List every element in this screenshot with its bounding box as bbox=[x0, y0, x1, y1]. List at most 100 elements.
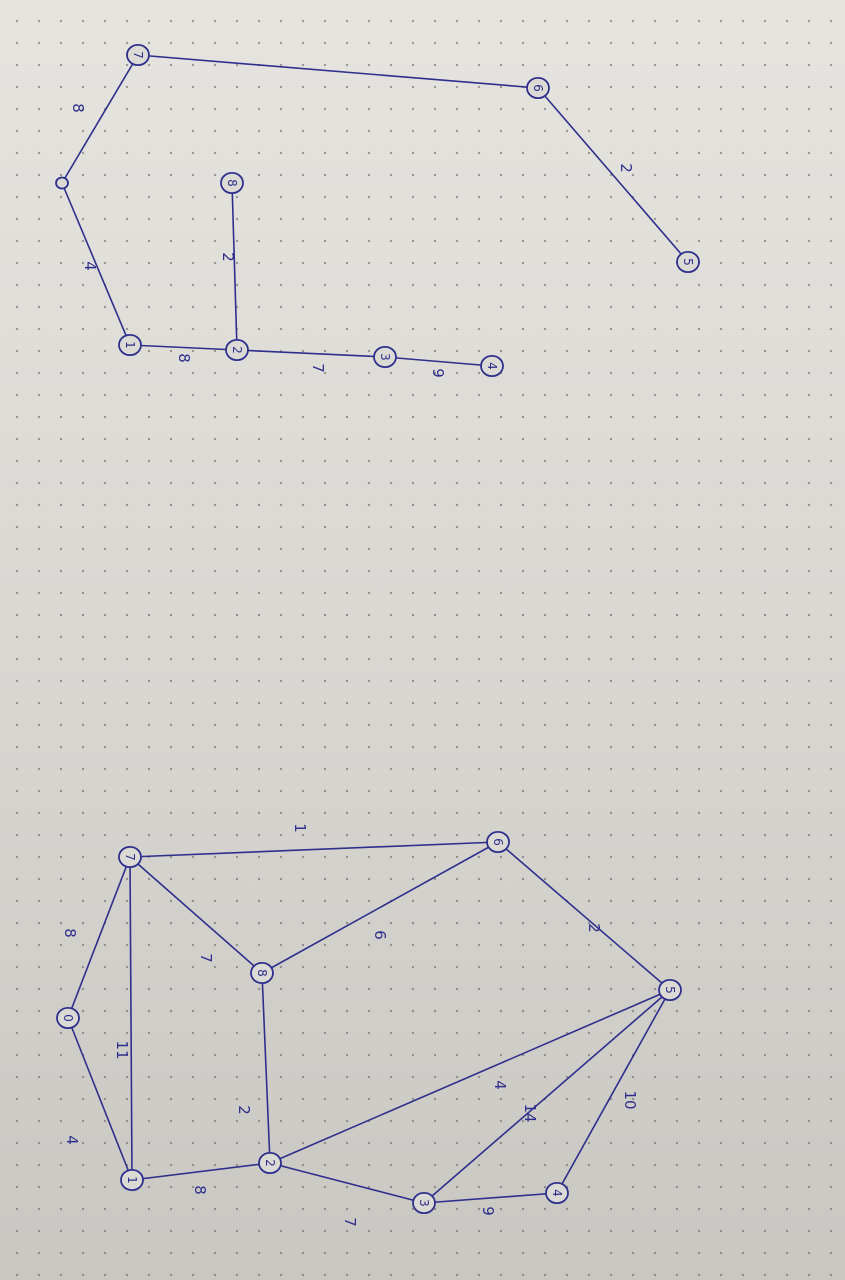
graph-edge-4-5 bbox=[556, 989, 671, 1194]
mst-edge-7-6 bbox=[137, 54, 539, 89]
graph-edge-weight-6-5: 2 bbox=[585, 923, 603, 933]
mst-node-ring-1 bbox=[118, 333, 142, 357]
graph-edge-1-2 bbox=[131, 1162, 271, 1181]
mst-node-3: 3 bbox=[373, 345, 397, 369]
mst-edge-weight-6-5: 2 bbox=[617, 163, 635, 173]
mst-edge-3-4 bbox=[384, 356, 493, 367]
graph-node-ring-4 bbox=[545, 1181, 569, 1205]
graph-edge-weight-8-6: 6 bbox=[371, 930, 389, 940]
graph-node-2: 2 bbox=[258, 1151, 282, 1175]
graph-node-3: 3 bbox=[412, 1191, 436, 1215]
mst-node-5: 5 bbox=[676, 250, 700, 274]
mst-node-label-2: 2 bbox=[230, 346, 244, 354]
mst-edge-6-5 bbox=[537, 87, 689, 263]
graph-edge-3-4 bbox=[423, 1192, 558, 1204]
graph-node-ring-2 bbox=[258, 1151, 282, 1175]
graph-node-6: 6 bbox=[486, 830, 510, 854]
graph-edge-0-7 bbox=[67, 856, 131, 1019]
graph-node-ring-8 bbox=[250, 961, 274, 985]
mst-edge-weight-1-2: 8 bbox=[175, 353, 193, 363]
mst-edge-2-8 bbox=[231, 182, 238, 351]
graph-node-label-3: 3 bbox=[417, 1199, 431, 1207]
graph-node-8: 8 bbox=[250, 961, 274, 985]
graph-edge-weight-3-5: 14 bbox=[521, 1103, 539, 1122]
graph-edge-weight-3-4: 9 bbox=[479, 1206, 497, 1216]
graph-edge-2-5 bbox=[269, 989, 671, 1164]
graph-node-7: 7 bbox=[118, 845, 142, 869]
mst-node-ring-8 bbox=[220, 171, 244, 195]
graph-edge-1-0 bbox=[67, 1017, 133, 1181]
mst-node-ring-7 bbox=[126, 43, 150, 67]
mst-edge-weight-2-8: 2 bbox=[219, 252, 237, 262]
graph-edge-2-3 bbox=[269, 1162, 425, 1204]
graph-node-0: 0 bbox=[56, 1006, 80, 1030]
graph-node-label-7: 7 bbox=[123, 853, 137, 861]
graph-node-label-5: 5 bbox=[663, 986, 677, 994]
mst-node-ring-4 bbox=[480, 354, 504, 378]
mst-edge-2-3 bbox=[236, 349, 386, 358]
mst-node-label-6: 6 bbox=[531, 84, 545, 92]
mst-node-ring-2 bbox=[225, 338, 249, 362]
mst-edge-weight-0-7: 8 bbox=[69, 103, 87, 113]
mst-edge-0-7 bbox=[61, 54, 139, 184]
graph-node-label-8: 8 bbox=[255, 969, 269, 977]
graph-node-label-4: 4 bbox=[550, 1189, 564, 1197]
graph-edge-weight-7-6: 1 bbox=[291, 823, 309, 833]
graph-node-ring-6 bbox=[486, 830, 510, 854]
graph-edge-7-6 bbox=[129, 841, 499, 858]
graph-edge-2-8 bbox=[261, 972, 271, 1164]
graph-edge-3-5 bbox=[423, 989, 671, 1204]
graph-node-ring-7 bbox=[118, 845, 142, 869]
graph-edge-weight-2-3: 7 bbox=[341, 1217, 359, 1227]
mst-node-label-8: 8 bbox=[225, 179, 239, 187]
mst-node-2: 2 bbox=[225, 338, 249, 362]
graph-node-label-2: 2 bbox=[263, 1159, 277, 1167]
graph-node-1: 1 bbox=[120, 1168, 144, 1192]
graph-edge-weight-1-7: 11 bbox=[113, 1040, 131, 1059]
graph-edge-8-6 bbox=[261, 841, 499, 974]
mst-node-4: 4 bbox=[480, 354, 504, 378]
mst-node-label-7: 7 bbox=[131, 51, 145, 59]
graph-node-5: 5 bbox=[658, 978, 682, 1002]
mst-node-8: 8 bbox=[220, 171, 244, 195]
mst-edge-weight-1-0: 4 bbox=[81, 261, 99, 271]
mst-node-0 bbox=[55, 176, 69, 190]
mst-node-label-3: 3 bbox=[378, 353, 392, 361]
graph-edge-weight-4-5: 10 bbox=[621, 1090, 639, 1109]
mst-node-label-4: 4 bbox=[485, 362, 499, 370]
graph-node-4: 4 bbox=[545, 1181, 569, 1205]
graph-edge-weight-2-8: 2 bbox=[235, 1105, 253, 1115]
mst-edge-1-2 bbox=[129, 344, 238, 351]
mst-node-7: 7 bbox=[126, 43, 150, 67]
graph-edge-7-8 bbox=[129, 856, 263, 974]
mst-node-label-1: 1 bbox=[123, 341, 137, 349]
mst-node-ring-0 bbox=[55, 176, 69, 190]
mst-node-ring-3 bbox=[373, 345, 397, 369]
graph-node-ring-1 bbox=[120, 1168, 144, 1192]
graph-edge-weight-0-7: 8 bbox=[61, 928, 79, 938]
mst-node-ring-5 bbox=[676, 250, 700, 274]
graph-node-label-6: 6 bbox=[491, 838, 505, 846]
graph-edge-weight-1-0: 4 bbox=[63, 1135, 81, 1145]
graph-edge-weight-7-8: 7 bbox=[197, 953, 215, 963]
graph-node-ring-3 bbox=[412, 1191, 436, 1215]
graph-node-label-1: 1 bbox=[125, 1176, 139, 1184]
graph-node-ring-0 bbox=[56, 1006, 80, 1030]
graph-edge-weight-1-2: 8 bbox=[191, 1185, 209, 1195]
mst-node-1: 1 bbox=[118, 333, 142, 357]
graph-edge-weight-2-5: 4 bbox=[491, 1080, 509, 1090]
mst-edge-1-0 bbox=[61, 182, 131, 346]
graph-edge-6-5 bbox=[497, 841, 671, 991]
minimum-spanning-tree: 4 8 2 8 2 7 9 1 7 6 8 2 3 4 5 bbox=[55, 43, 700, 378]
mst-node-6: 6 bbox=[526, 76, 550, 100]
mst-edge-weight-2-3: 7 bbox=[309, 363, 327, 373]
mst-node-ring-6 bbox=[526, 76, 550, 100]
mst-edge-weight-3-4: 9 bbox=[429, 368, 447, 378]
mst-node-label-5: 5 bbox=[681, 258, 695, 266]
graph-node-label-0: 0 bbox=[61, 1014, 75, 1022]
graph-edge-1-7 bbox=[129, 856, 133, 1181]
graph-node-ring-5 bbox=[658, 978, 682, 1002]
